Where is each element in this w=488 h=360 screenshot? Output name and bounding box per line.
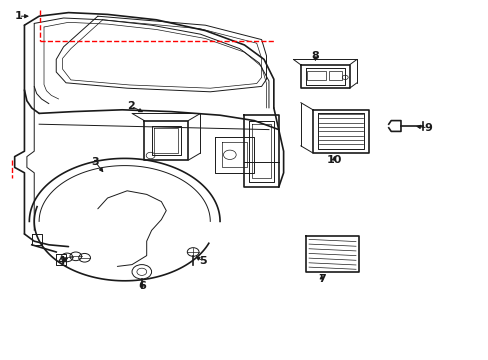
Text: 9: 9 (423, 123, 431, 133)
Bar (306, 71, 325, 80)
Text: 6: 6 (138, 281, 145, 291)
Text: 10: 10 (325, 155, 341, 165)
Text: 8: 8 (311, 51, 319, 61)
Text: 5: 5 (199, 256, 206, 266)
Text: 4: 4 (57, 256, 65, 266)
Text: 2: 2 (127, 101, 135, 111)
Text: 7: 7 (317, 274, 325, 284)
Text: 3: 3 (91, 157, 99, 167)
Text: 1: 1 (15, 11, 22, 21)
Bar (328, 71, 342, 80)
